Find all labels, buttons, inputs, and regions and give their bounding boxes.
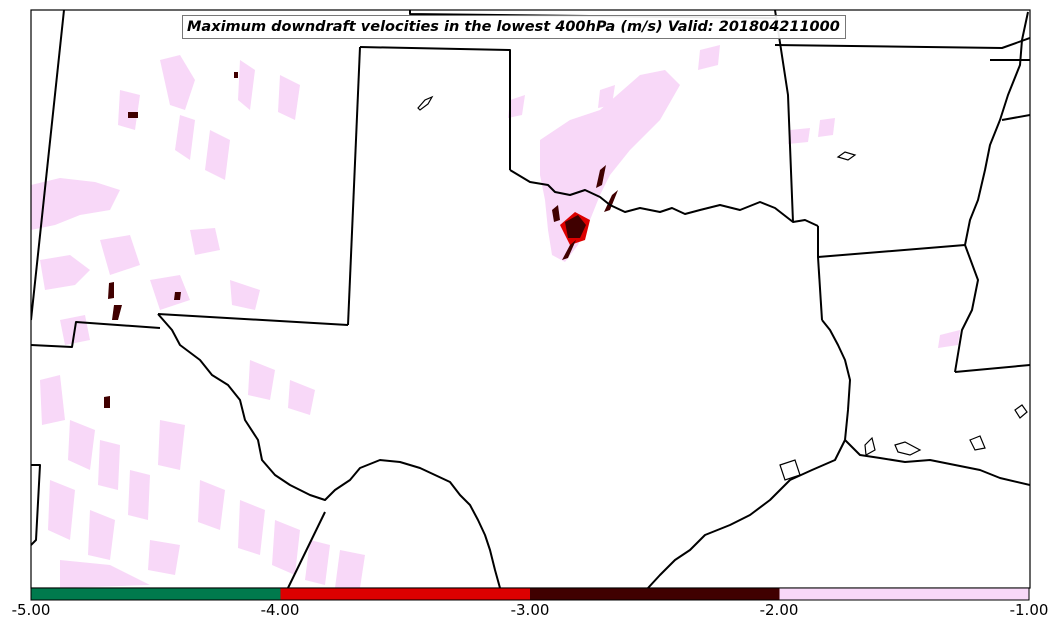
map-title: Maximum downdraft velocities in the lowe…	[182, 15, 846, 39]
colorbar-tick-label: -3.00	[510, 601, 550, 619]
colorbar-tick-label: -5.00	[11, 601, 51, 619]
colorbar-tick-label: -4.00	[260, 601, 300, 619]
colorbar-border	[30, 587, 1030, 601]
colorbar-segment	[779, 588, 1029, 600]
colorbar-tick-label: -1.00	[1009, 601, 1049, 619]
strong-downdraft-cells	[104, 72, 618, 408]
colorbar-segment	[31, 588, 281, 600]
colorbar-tick-label: -2.00	[759, 601, 799, 619]
colorbar	[30, 587, 1030, 601]
colorbar-segment	[280, 588, 530, 600]
state-boundaries	[31, 10, 1030, 588]
colorbar-segment	[530, 588, 780, 600]
water-features	[417, 95, 1028, 481]
weak-downdraft-areas	[31, 45, 960, 588]
